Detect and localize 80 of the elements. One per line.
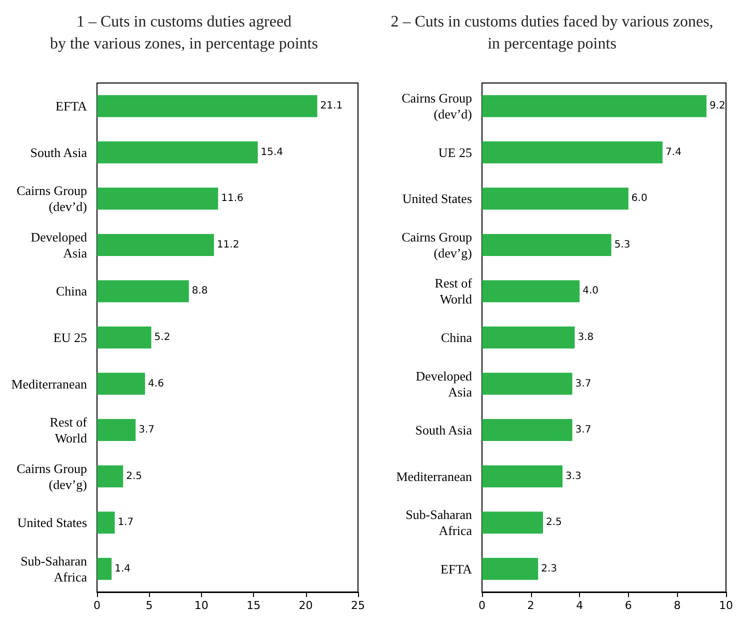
data-label: 21.1 [320,100,343,112]
bar [97,465,124,488]
y-tick-label: Sub-Saharan Africa [20,553,88,584]
data-label: 2.5 [126,470,142,482]
data-label: 11.6 [221,193,244,204]
x-tick-label: 8 [674,599,681,612]
bar [97,141,258,164]
data-label: 15.4 [260,146,284,158]
bar [482,326,575,348]
bar [97,280,189,302]
y-tick-label: South Asia [415,422,472,438]
bar [482,512,543,534]
y-tick-label: EFTA [440,561,473,576]
y-tick-label: Mediterranean [11,376,88,392]
data-label: 4.0 [582,286,599,297]
data-label: 3.7 [575,378,592,390]
y-tick-label: EU 25 [53,330,87,345]
x-tick-label: 15 [246,599,261,612]
bar [482,372,572,395]
y-tick-label: South Asia [30,144,88,160]
bar [97,95,318,118]
bar [97,234,214,256]
data-label: 1.4 [114,563,131,574]
bar [482,234,612,256]
y-tick-label: Developed Asia [30,229,88,260]
x-tick-label: 25 [351,599,365,612]
x-tick-label: 4 [576,599,584,612]
bar [482,419,572,442]
data-label: 6.0 [631,193,648,204]
bar [482,141,663,164]
y-tick-label: Sub-Saharan Africa [406,507,472,538]
y-tick-label: UE 25 [438,144,472,160]
data-label: 9.2 [709,100,726,112]
x-tick-label: 5 [146,599,153,612]
data-label: 5.3 [614,239,630,250]
x-tick-label: 20 [298,599,313,612]
bar [97,372,146,395]
data-label: 3.3 [566,470,582,482]
data-label: 5.2 [154,332,170,343]
y-tick-label: Cairns Group (dev’g) [16,460,87,492]
bar [482,95,706,118]
bar [97,512,115,534]
y-tick-label: Developed Asia [416,368,472,400]
data-label: 11.2 [216,239,240,250]
y-tick-label: United States [17,515,87,530]
y-tick-label: China [440,330,472,345]
bar [97,326,152,348]
data-label: 2.3 [541,563,558,574]
x-tick-label: 6 [624,599,632,612]
data-label: 8.8 [192,286,208,297]
bar [97,558,112,580]
y-tick-label: Cairns Group (dev’d) [16,183,87,214]
bar [97,188,218,210]
data-label: 3.7 [575,424,592,436]
data-label: 2.5 [546,517,562,528]
y-tick-label: Rest of World [50,414,88,446]
x-tick-label: 10 [719,599,733,612]
data-label: 1.7 [118,517,134,528]
y-tick-label: Mediterranean [396,468,472,484]
x-tick-label: 0 [478,599,486,612]
y-tick-label: China [56,284,88,299]
data-label: 4.6 [148,378,164,390]
bar [482,558,538,580]
x-tick-label: 0 [94,599,100,612]
bar [97,419,136,442]
x-tick-label: 10 [194,599,208,612]
y-tick-label: United States [402,191,472,206]
bar [482,188,628,210]
data-label: 3.8 [578,332,594,343]
bar [482,280,580,302]
y-tick-label: Rest of World [434,276,473,307]
data-label: 7.4 [666,146,682,158]
y-tick-label: EFTA [56,98,88,114]
y-tick-label: Cairns Group (dev’d) [402,90,472,122]
data-label: 3.7 [138,424,155,436]
x-tick-label: 2 [527,599,534,612]
chart-title: 1 – Cuts in customs duties agreed by the various zones, in percentage points [50,14,318,52]
bar [482,465,563,488]
chart-title: 2 – Cuts in customs duties faced by various zones, in percentage points [390,14,714,52]
y-tick-label: Cairns Group (dev’g) [402,229,472,260]
